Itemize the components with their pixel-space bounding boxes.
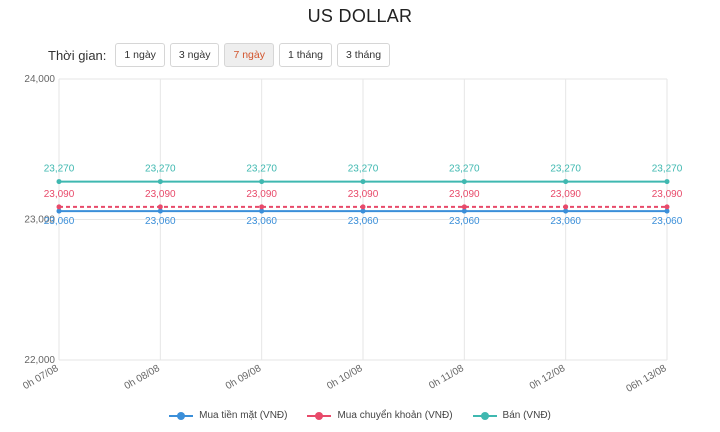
chart-legend: Mua tiền mặt (VNĐ) Mua chuyển khoản (VNĐ… (0, 410, 720, 421)
data-point (664, 208, 670, 214)
data-point (360, 179, 366, 185)
data-label: 23,060 (145, 216, 176, 227)
data-label: 23,060 (44, 216, 75, 227)
legend-item-sell[interactable]: Bán (VNĐ) (472, 410, 551, 421)
x-tick-label: 0h 08/08 (123, 363, 163, 392)
data-label: 23,060 (652, 216, 683, 227)
legend-label-sell: Bán (VNĐ) (502, 410, 551, 421)
data-label: 23,060 (449, 216, 480, 227)
y-tick-label: 24,000 (24, 74, 55, 85)
chart-title: US DOLLAR (307, 6, 413, 26)
x-tick-label: 06h 13/08 (624, 363, 668, 395)
data-point (461, 208, 467, 214)
data-point (461, 179, 467, 185)
data-label: 23,270 (449, 164, 480, 175)
time-range-selector: Thời gian: 1 ngày 3 ngày 7 ngày 1 tháng … (48, 43, 391, 67)
data-point (56, 179, 62, 185)
time-range-label: Thời gian: (48, 47, 107, 63)
data-label: 23,090 (449, 189, 480, 200)
x-tick-label: 0h 10/08 (325, 363, 365, 392)
legend-label-cash-buy: Mua tiền mặt (VNĐ) (199, 410, 288, 421)
data-label: 23,090 (348, 189, 379, 200)
range-7-day-button[interactable]: 7 ngày (224, 43, 274, 67)
x-tick-label: 0h 07/08 (21, 363, 61, 392)
data-point (259, 179, 265, 185)
legend-item-transfer-buy[interactable]: Mua chuyển khoản (VNĐ) (307, 410, 453, 421)
data-point (360, 208, 366, 214)
data-point (563, 204, 569, 210)
data-label: 23,060 (550, 216, 581, 227)
data-point (157, 204, 163, 210)
range-1-month-button[interactable]: 1 tháng (278, 43, 333, 67)
data-point (56, 208, 62, 214)
range-1-day-button[interactable]: 1 ngày (115, 43, 165, 67)
legend-label-transfer-buy: Mua chuyển khoản (VNĐ) (337, 410, 453, 421)
data-point (259, 208, 265, 214)
range-3-day-button[interactable]: 3 ngày (169, 43, 220, 67)
x-tick-label: 0h 09/08 (224, 363, 264, 392)
data-label: 23,270 (550, 164, 581, 175)
data-label: 23,090 (652, 189, 683, 200)
data-point (563, 208, 569, 214)
y-tick-label: 22,000 (24, 355, 55, 366)
data-point (360, 204, 366, 210)
data-point (157, 179, 163, 185)
data-label: 23,060 (246, 216, 277, 227)
data-label: 23,090 (550, 189, 581, 200)
data-point (664, 179, 670, 185)
data-label: 23,270 (246, 164, 277, 175)
data-label: 23,090 (246, 189, 277, 200)
data-label: 23,270 (348, 164, 379, 175)
data-point (664, 204, 670, 210)
data-label: 23,270 (652, 164, 683, 175)
data-label: 23,270 (145, 164, 176, 175)
range-3-month-button[interactable]: 3 tháng (337, 43, 391, 67)
data-label: 23,090 (145, 189, 176, 200)
data-point (259, 204, 265, 210)
legend-swatch-sell (472, 411, 497, 421)
data-label: 23,270 (44, 164, 75, 175)
data-point (563, 179, 569, 185)
x-tick-label: 0h 11/08 (427, 363, 466, 392)
data-label: 23,060 (348, 216, 379, 227)
y-tick-label: 23,000 (24, 215, 55, 226)
data-point (157, 208, 163, 214)
data-label: 23,090 (44, 189, 75, 200)
legend-swatch-transfer-buy (307, 411, 332, 421)
legend-item-cash-buy[interactable]: Mua tiền mặt (VNĐ) (169, 410, 287, 421)
data-point (56, 204, 62, 210)
legend-swatch-cash-buy (169, 411, 194, 421)
data-point (461, 204, 467, 210)
x-tick-label: 0h 12/08 (528, 363, 568, 392)
